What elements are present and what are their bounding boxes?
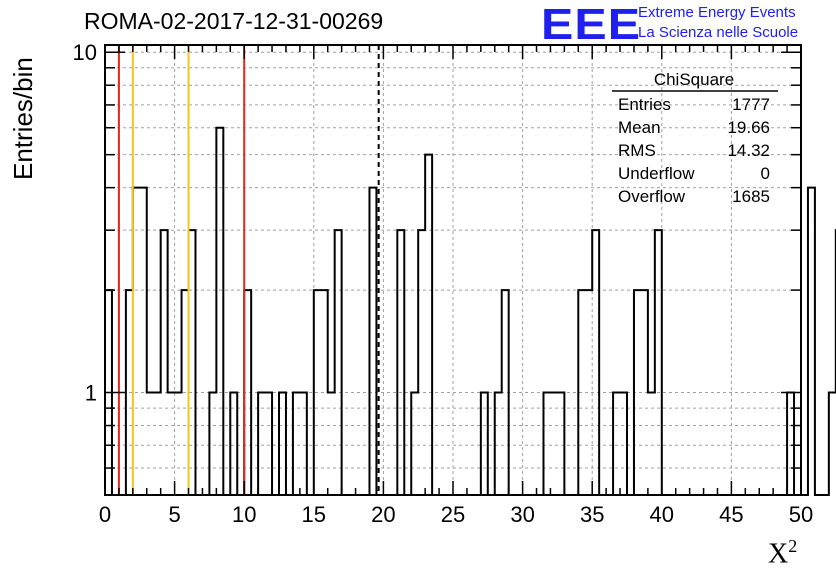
- x-tick-label: 5: [168, 502, 180, 527]
- stats-row-label: Overflow: [618, 187, 686, 206]
- histogram-bin: [335, 230, 342, 495]
- eee-logo: EEE: [541, 0, 642, 49]
- histogram-bin: [592, 230, 599, 495]
- x-tick-label: 45: [719, 502, 743, 527]
- x-tick-label: 20: [371, 502, 395, 527]
- histogram-bin: [655, 230, 662, 495]
- histogram-bin: [133, 188, 140, 495]
- histogram-bin: [425, 155, 432, 495]
- stats-row-value: 0: [761, 164, 770, 183]
- x-tick-label: 50: [789, 502, 813, 527]
- x-tick-label: 30: [510, 502, 534, 527]
- x-tick-label: 35: [580, 502, 604, 527]
- stats-row-label: RMS: [618, 141, 656, 160]
- histogram-bin: [161, 230, 168, 495]
- x-tick-label: 0: [99, 502, 111, 527]
- stats-row-value: 19.66: [727, 118, 770, 137]
- x-tick-label: 15: [302, 502, 326, 527]
- histogram-bin: [418, 230, 425, 495]
- histogram-bin: [216, 128, 223, 495]
- histogram-bin: [808, 188, 815, 495]
- x-axis-label: X2: [768, 536, 797, 570]
- x-tick-label: 25: [441, 502, 465, 527]
- stats-row-value: 1777: [732, 95, 770, 114]
- stats-row-label: Underflow: [618, 164, 695, 183]
- histogram-outline: [105, 126, 836, 496]
- y-tick-label: 1: [85, 381, 97, 406]
- histogram-bin: [189, 230, 196, 495]
- histogram-bin: [140, 188, 147, 495]
- x-axis-label-text: X: [768, 538, 789, 570]
- chart-title: ROMA-02-2017-12-31-00269: [84, 8, 384, 34]
- x-tick-label: 40: [650, 502, 674, 527]
- stats-row-value: 14.32: [727, 141, 770, 160]
- y-tick-label: 10: [73, 40, 97, 65]
- x-axis-label-sup: 2: [788, 536, 798, 556]
- histogram-bin: [369, 188, 376, 495]
- stats-row-label: Entries: [618, 95, 671, 114]
- histogram-bin: [829, 393, 836, 495]
- stats-row-label: Mean: [618, 118, 661, 137]
- x-tick-label: 10: [232, 502, 256, 527]
- logo-subtitle-line2: La Scienza nelle Scuole: [638, 24, 799, 41]
- logo-subtitle-line1: Extreme Energy Events: [638, 4, 796, 21]
- histogram-bin: [397, 230, 404, 495]
- stats-title: ChiSquare: [654, 70, 734, 89]
- stats-row-value: 1685: [732, 187, 770, 206]
